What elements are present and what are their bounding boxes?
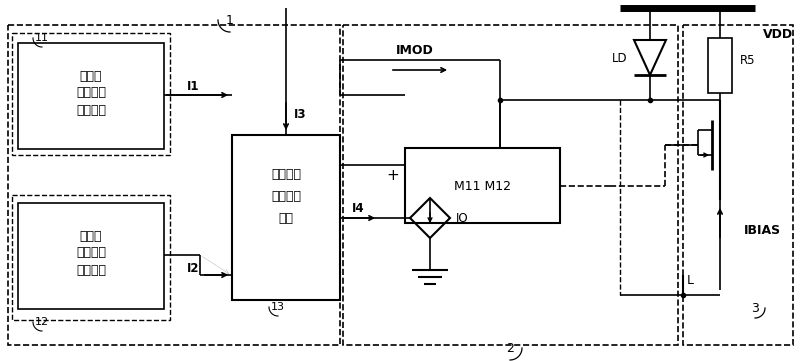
Bar xyxy=(405,148,560,223)
Text: 模块: 模块 xyxy=(278,212,294,225)
Bar xyxy=(343,25,678,345)
Text: 2: 2 xyxy=(506,342,514,355)
Text: 1: 1 xyxy=(226,13,234,26)
Text: 11: 11 xyxy=(35,33,49,43)
Text: 正温度: 正温度 xyxy=(80,70,102,83)
Text: VDD: VDD xyxy=(763,29,793,42)
Text: 系数电流: 系数电流 xyxy=(76,87,106,100)
Text: LD: LD xyxy=(612,52,628,65)
Text: 13: 13 xyxy=(271,302,285,312)
Text: +: + xyxy=(386,168,399,183)
Text: I1: I1 xyxy=(186,81,199,93)
Text: 产生模块: 产生模块 xyxy=(76,264,106,277)
Text: I2: I2 xyxy=(186,261,199,274)
Bar xyxy=(8,25,340,345)
Text: M11 M12: M11 M12 xyxy=(454,179,510,192)
Text: L: L xyxy=(686,274,694,287)
Bar xyxy=(232,135,340,300)
Text: 零温度: 零温度 xyxy=(80,230,102,243)
Text: I3: I3 xyxy=(294,109,306,122)
Bar xyxy=(18,43,164,149)
Bar xyxy=(708,38,732,93)
Bar xyxy=(683,25,793,345)
Text: 比例控制: 比例控制 xyxy=(271,191,301,204)
Bar xyxy=(18,203,164,309)
Text: 产生模块: 产生模块 xyxy=(76,104,106,117)
Text: IBIAS: IBIAS xyxy=(743,223,781,236)
Bar xyxy=(12,195,170,320)
Text: IMOD: IMOD xyxy=(396,43,434,57)
Text: 温度补偿: 温度补偿 xyxy=(271,169,301,182)
Text: 3: 3 xyxy=(751,301,759,314)
Text: I4: I4 xyxy=(352,201,364,214)
Text: 系数电流: 系数电流 xyxy=(76,247,106,260)
Text: 12: 12 xyxy=(35,317,49,327)
Bar xyxy=(12,33,170,155)
Text: IO: IO xyxy=(456,212,468,225)
Text: R5: R5 xyxy=(740,53,756,66)
